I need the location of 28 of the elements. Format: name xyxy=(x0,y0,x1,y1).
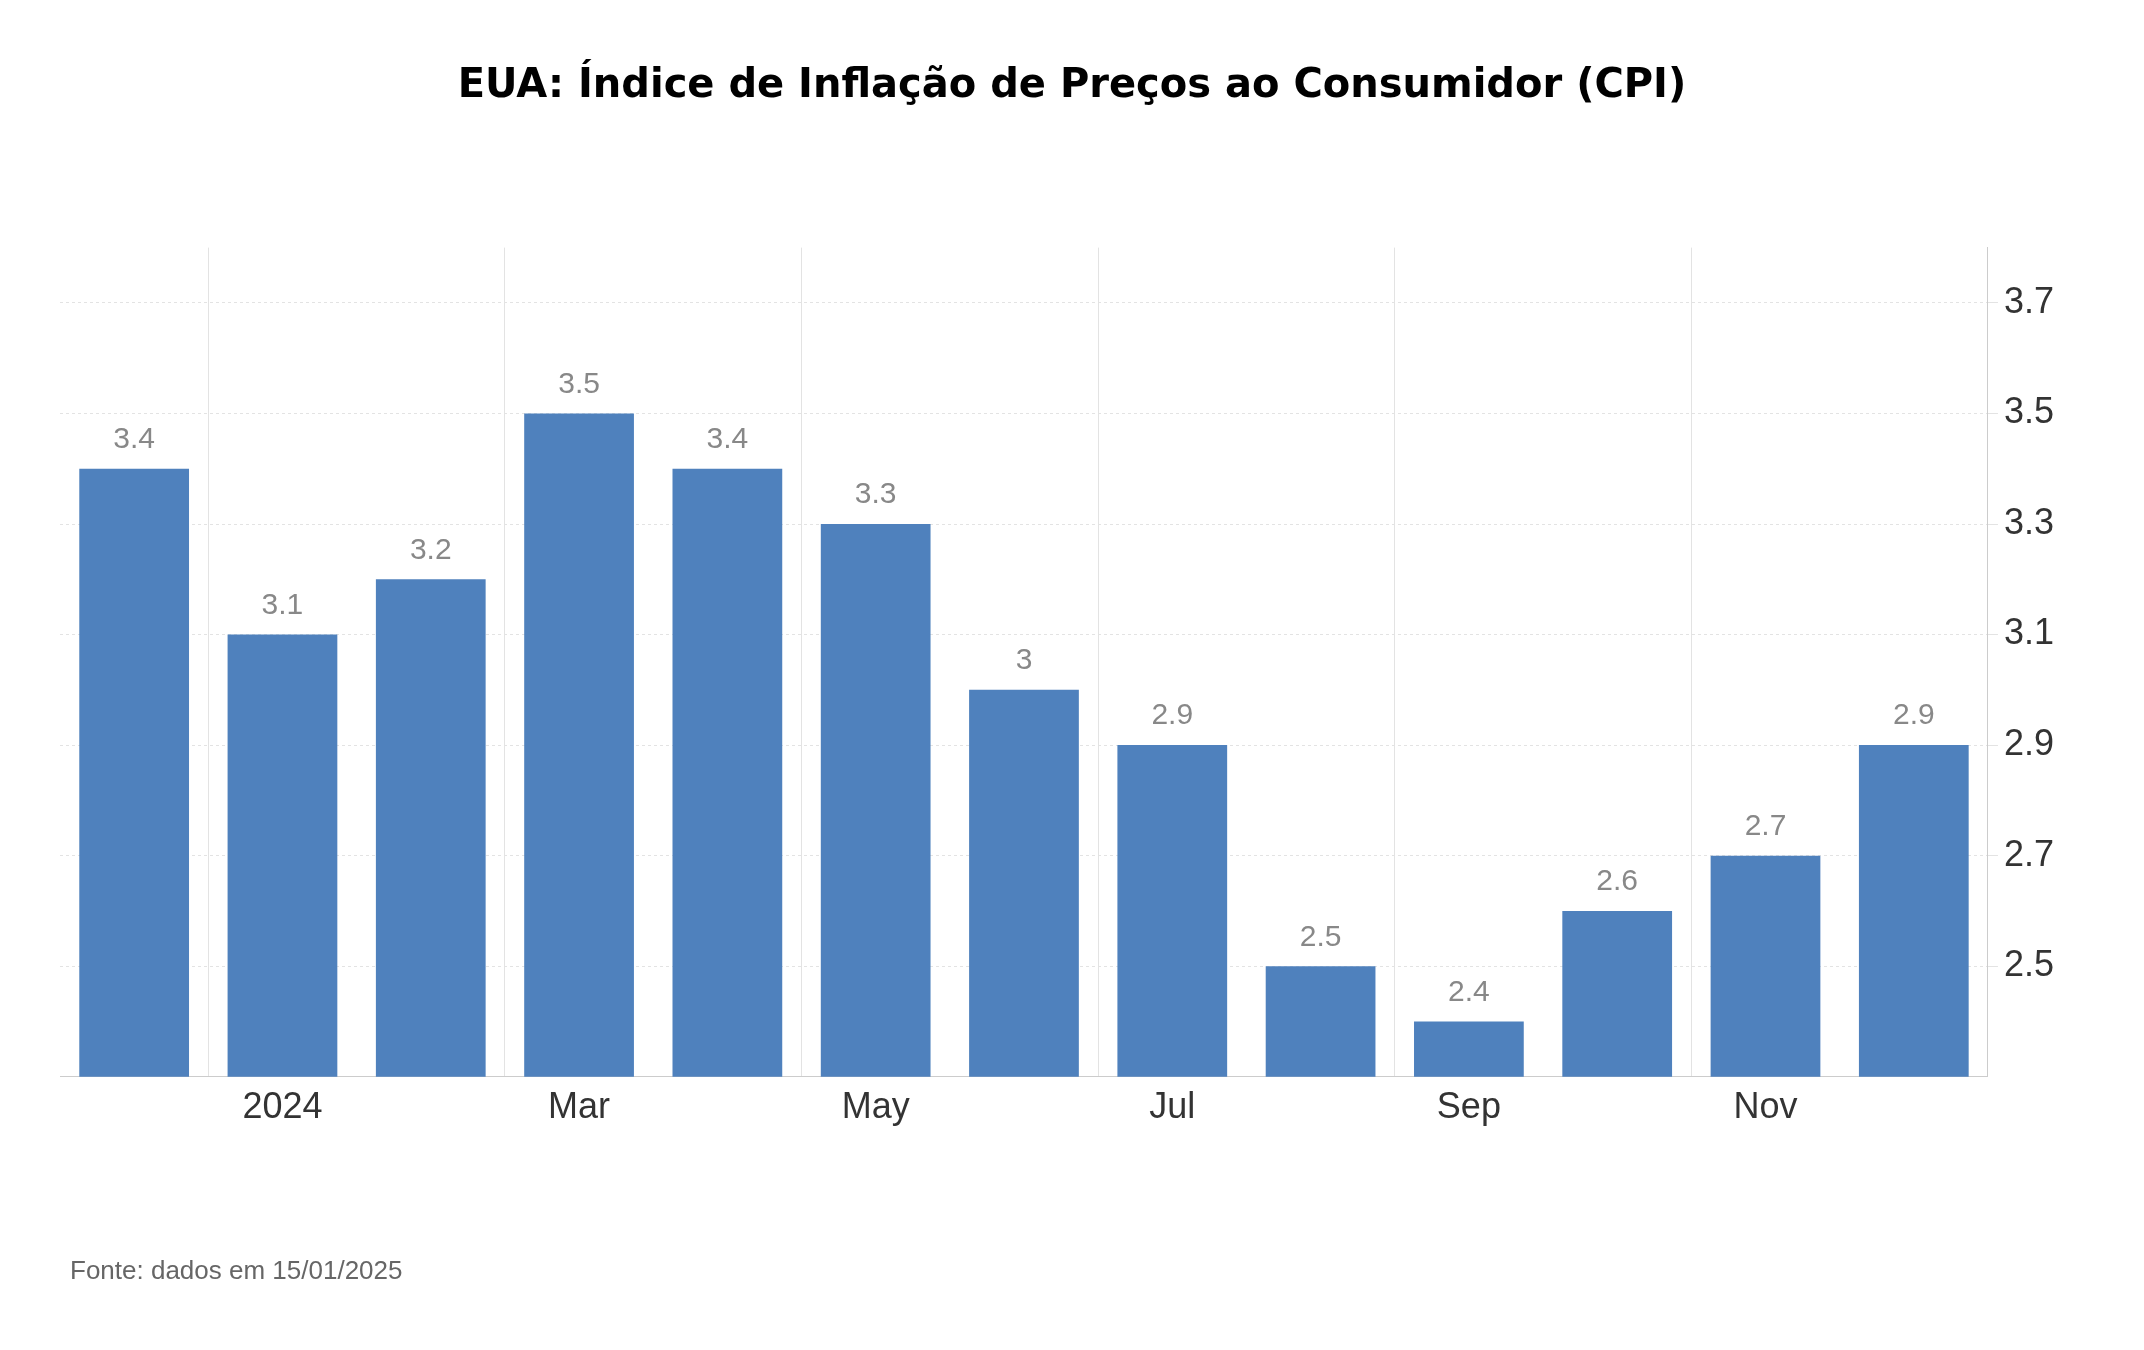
data-label: 3 xyxy=(1015,642,1033,676)
y-tick-label: 2.7 xyxy=(2003,832,2054,874)
y-tick-label: 3.5 xyxy=(2003,390,2054,432)
x-tick-label: Sep xyxy=(1436,1085,1501,1127)
y-tick-label: 3.1 xyxy=(2003,611,2054,653)
data-label: 2.9 xyxy=(1892,697,1935,731)
y-tick-label: 3.7 xyxy=(2003,279,2054,321)
y-tick-label: 2.9 xyxy=(2003,722,2054,764)
data-label: 2.5 xyxy=(1299,918,1342,952)
x-tick-label: Mar xyxy=(548,1085,611,1127)
y-tick-label: 3.3 xyxy=(2003,500,2054,542)
data-label: 2.7 xyxy=(1744,807,1787,841)
data-label: 3.5 xyxy=(558,365,600,399)
chart-title: EUA: Índice de Inflação de Preços ao Consumidor (CPI) xyxy=(456,60,1688,106)
data-label: 2.9 xyxy=(1151,697,1194,731)
x-tick-label: Jul xyxy=(1149,1085,1196,1127)
source-note: Fonte: dados em 15/01/2025 xyxy=(70,1255,403,1286)
x-tick-label: 2024 xyxy=(242,1085,323,1127)
data-label: 2.4 xyxy=(1448,973,1490,1007)
data-label: 3.2 xyxy=(409,531,452,565)
x-tick-label: May xyxy=(841,1085,910,1127)
data-label: 3.1 xyxy=(261,586,304,620)
data-label: 2.6 xyxy=(1596,863,1639,897)
y-tick-label: 2.5 xyxy=(2003,943,2054,985)
data-label: 3.4 xyxy=(113,420,156,454)
data-label: 3.3 xyxy=(854,476,897,510)
data-label: 3.4 xyxy=(706,420,749,454)
x-tick-label: Nov xyxy=(1733,1085,1798,1127)
